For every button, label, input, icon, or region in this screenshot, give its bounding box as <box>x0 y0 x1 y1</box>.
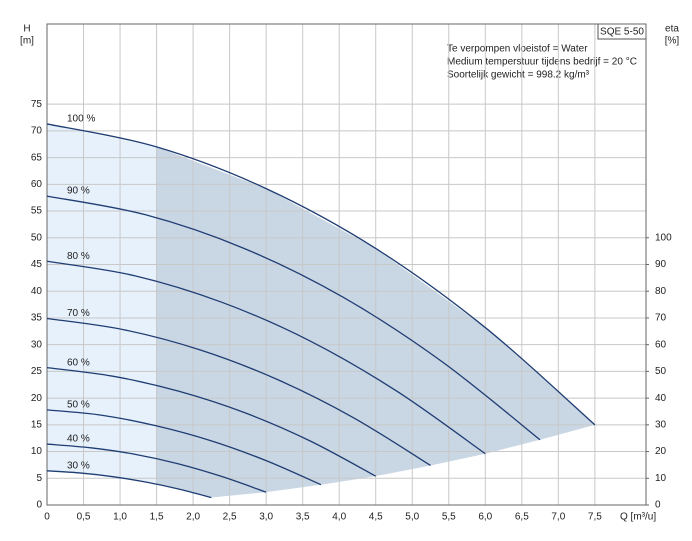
x-tick-label: 3,5 <box>296 512 310 523</box>
curve-label: 40 % <box>67 434 90 445</box>
y-tick-label: 0 <box>36 500 42 511</box>
chart-title: SQE 5-50 <box>600 27 644 38</box>
curve <box>46 470 212 499</box>
y2-tick-label: 50 <box>655 366 667 377</box>
y2-axis-label: eta <box>665 24 679 35</box>
curve <box>46 367 377 477</box>
curve-label: 90 % <box>67 186 90 197</box>
y-axis-unit: [m] <box>20 36 34 47</box>
x-tick-label: 1,0 <box>113 512 127 523</box>
curve <box>46 260 486 455</box>
x-tick-label: 2,5 <box>223 512 237 523</box>
y-tick-label: 35 <box>31 313 43 324</box>
curve <box>46 123 596 426</box>
x-tick-label: 7,0 <box>551 512 565 523</box>
curve-label: 50 % <box>67 400 90 411</box>
x-tick-label: 5,5 <box>442 512 456 523</box>
y2-tick-label: 70 <box>655 313 667 324</box>
curve <box>46 195 541 441</box>
y2-tick-label: 80 <box>655 286 667 297</box>
curve-label: 70 % <box>67 308 90 319</box>
y2-tick-label: 0 <box>655 500 661 511</box>
y-axis-label: H <box>23 24 30 35</box>
y-tick-label: 15 <box>31 419 43 430</box>
y2-tick-label: 40 <box>655 393 667 404</box>
y-tick-label: 5 <box>36 473 42 484</box>
curve <box>46 409 322 486</box>
x-tick-label: 6,0 <box>478 512 492 523</box>
x-tick-label: 4,5 <box>369 512 383 523</box>
annotation: Medium temperstuur tijdens bedrijf = 20 … <box>447 57 637 68</box>
y-tick-label: 40 <box>31 286 43 297</box>
y2-tick-label: 20 <box>655 446 667 457</box>
x-tick-label: 6,5 <box>515 512 529 523</box>
plot-frame <box>46 23 647 506</box>
y2-tick-label: 30 <box>655 419 667 430</box>
curve-label: 80 % <box>67 251 90 262</box>
y2-tick-label: 60 <box>655 339 667 350</box>
y-tick-label: 65 <box>31 152 43 163</box>
x-tick-label: 3,0 <box>259 512 273 523</box>
curve <box>46 443 267 493</box>
y-tick-label: 60 <box>31 179 43 190</box>
curve <box>46 317 431 467</box>
curve-label: 100 % <box>67 114 95 125</box>
area-light <box>47 123 157 498</box>
y2-axis-unit: [%] <box>665 36 680 47</box>
x-tick-label: 7,5 <box>588 512 602 523</box>
curve-label: 30 % <box>67 460 90 471</box>
y-tick-label: 55 <box>31 206 43 217</box>
y2-tick-label: 90 <box>655 259 667 270</box>
y-tick-label: 50 <box>31 232 43 243</box>
y-tick-label: 45 <box>31 259 43 270</box>
y-tick-label: 10 <box>31 446 43 457</box>
x-tick-label: 0 <box>44 512 50 523</box>
x-tick-label: 2,0 <box>186 512 200 523</box>
y2-tick-label: 100 <box>655 232 672 243</box>
x-tick-label: 4,0 <box>332 512 346 523</box>
y-tick-label: 75 <box>31 99 43 110</box>
annotation: Soortelijk gewicht = 998.2 kg/m³ <box>447 70 590 81</box>
annotation: Te verpompen vloeistof = Water <box>447 44 588 55</box>
x-axis-label: Q [m³/u] <box>620 512 656 523</box>
curve-label: 60 % <box>67 357 90 368</box>
x-tick-label: 1,5 <box>150 512 164 523</box>
x-tick-label: 5,0 <box>405 512 419 523</box>
y-tick-label: 25 <box>31 366 43 377</box>
y-tick-label: 20 <box>31 393 43 404</box>
y-tick-label: 70 <box>31 126 43 137</box>
x-tick-label: 0,5 <box>77 512 91 523</box>
y2-tick-label: 10 <box>655 473 667 484</box>
y-tick-label: 30 <box>31 339 43 350</box>
